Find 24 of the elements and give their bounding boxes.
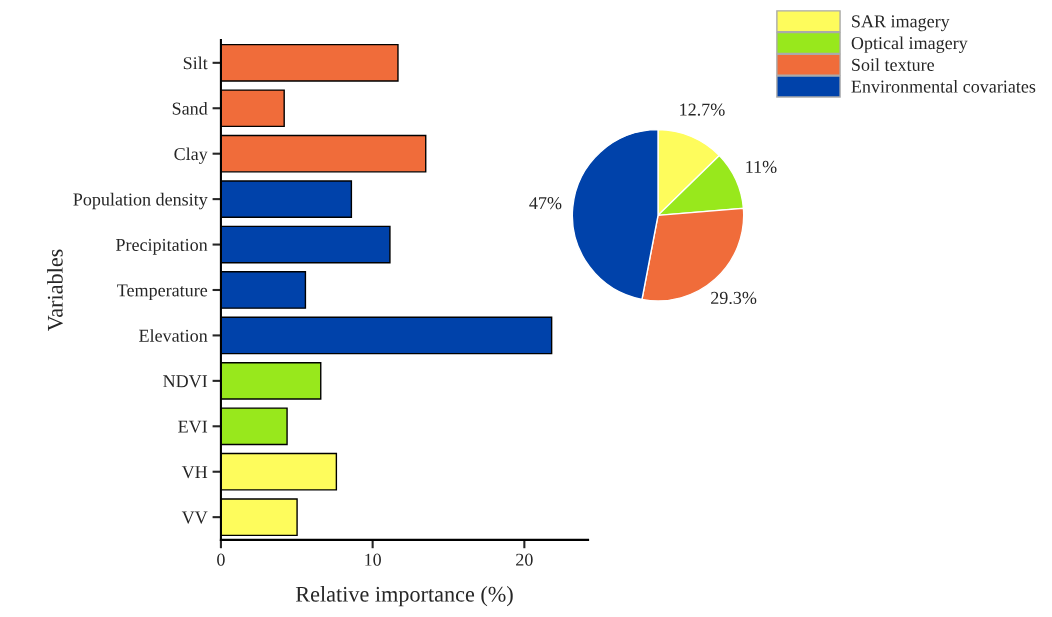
legend-label: Soil texture [852,58,935,71]
legend-label: SAR imagery [852,15,950,32]
y-tick-label: Clay [174,147,208,164]
y-tick-label: Population density [73,192,208,210]
x-tick-label: 10 [365,553,381,566]
y-tick-label: Silt [183,56,208,70]
x-axis-title: Relative importance (%) [295,586,513,607]
y-tick-label: Precipitation [115,238,208,255]
y-tick-label: Sand [172,101,208,115]
y-tick-label: EVI [178,420,208,433]
y-tick-label: Elevation [139,329,208,342]
x-tick-label: 20 [516,553,533,566]
data-label: 11% [746,160,777,174]
y-tick-label: NDVI [163,375,208,388]
y-tick-label: Temperature [117,284,208,301]
y-axis-title: Variables [47,249,63,332]
y-tick-label: VH [181,466,208,479]
data-label: 12.7% [680,103,725,116]
y-tick-label: VV [181,511,208,524]
legend-label: Optical imagery [851,36,968,53]
data-label: 47% [529,197,562,210]
data-label: 29.3% [711,291,757,305]
x-tick-label: 0 [217,553,225,566]
legend-label: Environmental covariates [851,80,1036,93]
